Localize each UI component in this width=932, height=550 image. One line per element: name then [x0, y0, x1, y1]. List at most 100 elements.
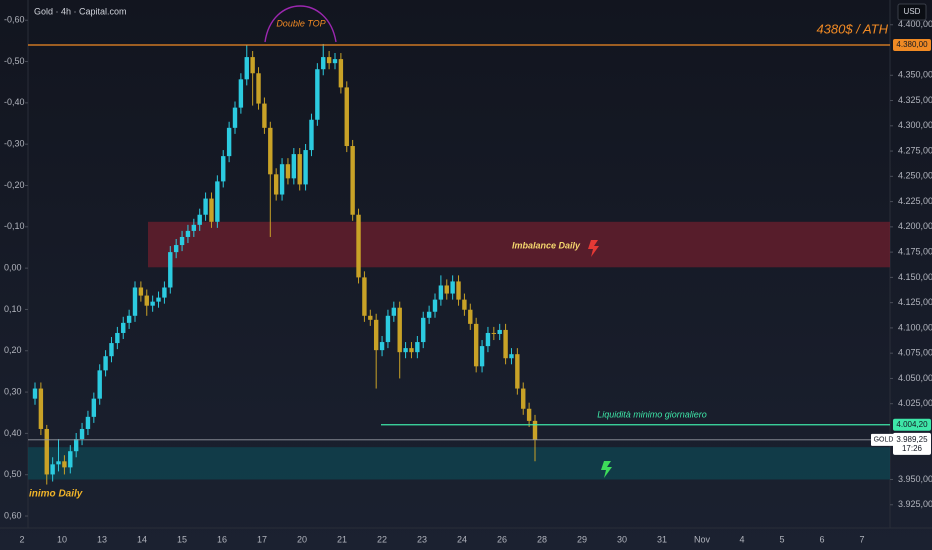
x-tick-label: 2 — [19, 534, 24, 544]
candle-body — [509, 354, 514, 359]
candle-body — [456, 281, 461, 300]
candle-body — [515, 354, 520, 389]
candle-body — [291, 154, 297, 179]
x-tick-label: Nov — [694, 534, 711, 544]
lightning-icon — [601, 461, 612, 478]
y2-tick-label: -0,30 — [4, 139, 25, 149]
candle-body — [391, 307, 397, 316]
candle-body — [162, 287, 167, 298]
y-tick-label: 4.225,00 — [898, 196, 932, 206]
candle-body — [332, 59, 338, 64]
last-price-label: 3.989,25 — [896, 435, 928, 444]
x-tick-label: 17 — [257, 534, 267, 544]
candle-body — [279, 164, 285, 195]
candle-body — [362, 277, 367, 316]
candle-body — [385, 315, 391, 343]
candle-body — [368, 315, 373, 320]
y-tick-label: 4.125,00 — [898, 297, 932, 307]
last-price-time: 17:26 — [902, 444, 923, 453]
price-tag-label: 4.380,00 — [896, 40, 928, 49]
y2-tick-label: 0,20 — [4, 345, 22, 355]
candle-body — [521, 388, 526, 409]
candle-body — [432, 299, 438, 312]
candle-body — [121, 322, 126, 333]
y-tick-label: 4.250,00 — [898, 171, 932, 181]
zone — [28, 447, 890, 480]
y-tick-label: 4.300,00 — [898, 120, 932, 130]
candle-body — [356, 214, 361, 278]
candle-body — [91, 398, 97, 417]
level-label: Liquidità minimo giornaliero — [597, 409, 707, 419]
candle-body — [126, 315, 132, 323]
candle-body — [56, 461, 61, 465]
candle-body — [497, 329, 502, 334]
currency[interactable]: USD — [904, 7, 921, 16]
candle-body — [262, 103, 267, 128]
candle-body — [244, 57, 249, 80]
x-tick-label: 20 — [297, 534, 307, 544]
y2-tick-label: -0,20 — [4, 180, 25, 190]
y-tick-label: 4.025,00 — [898, 398, 932, 408]
candle-body — [438, 285, 444, 300]
arc — [264, 5, 337, 43]
y2-tick-label: 0,00 — [4, 263, 22, 273]
last-name-box — [871, 433, 896, 446]
candle-body — [168, 252, 173, 288]
x-tick-label: 23 — [417, 534, 427, 544]
last-name: GOLD — [874, 437, 894, 444]
candle-body — [473, 323, 479, 367]
currency-box[interactable] — [897, 3, 927, 21]
y-tick-label: 4.075,00 — [898, 348, 932, 358]
price-tag — [893, 418, 931, 431]
candle-body — [138, 287, 144, 296]
candle-body — [491, 332, 497, 334]
candle-body — [173, 245, 179, 253]
candle-body — [238, 79, 244, 108]
candle-body — [315, 69, 320, 120]
price-tag-label: 4.004,20 — [896, 420, 928, 429]
x-tick-label: 30 — [617, 534, 627, 544]
candle-body — [38, 388, 44, 429]
x-tick-label: 10 — [57, 534, 67, 544]
candle-body — [50, 464, 55, 475]
y2-tick-label: -0,50 — [4, 56, 25, 66]
candle-body — [250, 57, 255, 74]
candle-body — [268, 127, 273, 175]
candle-body — [150, 301, 155, 306]
arc-label: Double TOP — [276, 18, 325, 28]
x-tick-label: 7 — [859, 534, 864, 544]
candle-body — [256, 73, 261, 104]
x-tick-label: 31 — [657, 534, 667, 544]
x-tick-label: 29 — [577, 534, 587, 544]
candle-body — [444, 285, 449, 294]
candle-body — [338, 59, 344, 88]
chart-title: Gold · 4h · Capital.com — [34, 6, 127, 16]
x-tick-label: 22 — [377, 534, 387, 544]
candle-body — [73, 439, 79, 452]
y2-tick-label: 0,60 — [4, 510, 22, 520]
candle-body — [179, 236, 185, 246]
last-price-tag — [893, 432, 931, 455]
y-tick-label: 4.100,00 — [898, 322, 932, 332]
lightning-icon — [588, 240, 599, 257]
candle-body — [97, 370, 102, 399]
candle-body — [203, 198, 208, 215]
candle-body — [297, 154, 302, 185]
candle-body — [397, 307, 402, 353]
candle-body — [144, 295, 149, 306]
candle-body — [109, 343, 114, 357]
candle-body — [303, 150, 308, 185]
candle-body — [532, 420, 538, 440]
candle-body — [373, 319, 379, 351]
y2-tick-label: 0,50 — [4, 469, 22, 479]
candle-body — [409, 348, 414, 353]
x-tick-label: 6 — [819, 534, 824, 544]
y-tick-label: 4.150,00 — [898, 272, 932, 282]
candle-body — [379, 342, 385, 351]
candle-body — [221, 156, 226, 182]
candle-body — [197, 214, 202, 225]
y-tick-label: 4.200,00 — [898, 221, 932, 231]
candle-body — [426, 311, 432, 318]
y2-tick-label: -0,60 — [4, 15, 25, 25]
candle-body — [526, 408, 532, 421]
